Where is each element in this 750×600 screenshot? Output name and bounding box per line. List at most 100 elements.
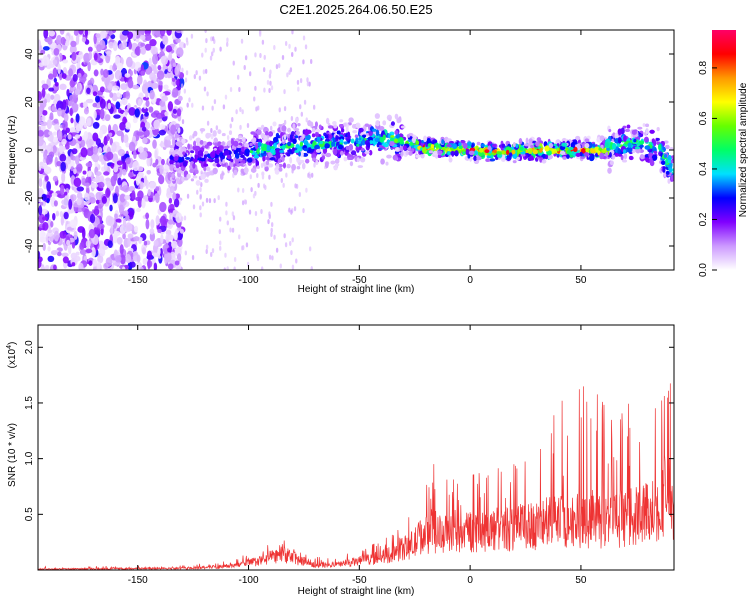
- heatmap-signal-cell: [267, 163, 274, 168]
- heatmap-noise-cell: [271, 255, 274, 261]
- heatmap-noise-cell: [61, 138, 67, 146]
- heatmap-noise-cell: [104, 114, 111, 122]
- heatmap-noise-cell: [119, 193, 126, 203]
- heatmap-noise-cell: [304, 44, 308, 50]
- heatmap-noise-cell: [305, 117, 308, 123]
- heatmap-noise-cell: [47, 229, 53, 234]
- heatmap-noise-cell: [70, 117, 74, 124]
- heatmap-noise-cell: [229, 227, 232, 233]
- heatmap-signal-cell: [193, 130, 198, 137]
- heatmap-signal-cell: [169, 155, 174, 161]
- heatmap-noise-cell: [148, 57, 152, 67]
- heatmap-noise-cell: [64, 40, 70, 47]
- heatmap-noise-cell: [116, 130, 124, 137]
- heatmap-signal-cell: [208, 133, 212, 137]
- heatmap-noise-cell: [171, 240, 178, 249]
- heatmap-signal-cell: [205, 171, 211, 176]
- heatmap-noise-cell: [136, 254, 141, 263]
- heatmap-noise-cell: [278, 63, 281, 69]
- heatmap-noise-cell: [190, 33, 194, 39]
- heatmap-signal-cell: [226, 154, 231, 160]
- heatmap-noise-cell: [111, 85, 120, 91]
- heatmap-signal-cell: [279, 149, 285, 153]
- heatmap-signal-cell: [628, 155, 633, 160]
- heatmap-signal-cell: [411, 136, 416, 144]
- heatmap-noise-cell: [40, 121, 48, 127]
- heatmap-signal-cell: [177, 170, 183, 174]
- heatmap-noise-cell: [43, 145, 52, 150]
- heatmap-noise-cell: [110, 34, 116, 40]
- heatmap-signal-cell: [331, 141, 336, 148]
- heatmap-signal-cell: [201, 162, 205, 169]
- heatmap-signal-cell: [272, 121, 277, 127]
- heatmap-noise-cell: [47, 37, 53, 45]
- heatmap-signal-cell: [535, 141, 540, 147]
- heatmap-noise-cell: [152, 139, 157, 149]
- heatmap-noise-cell: [149, 72, 156, 81]
- heatmap-noise-cell: [38, 250, 41, 260]
- heatmap-signal-cell: [479, 148, 484, 153]
- heatmap-noise-cell: [285, 172, 288, 178]
- heatmap-signal-cell: [611, 154, 616, 160]
- heatmap-noise-cell: [233, 256, 237, 262]
- heatmap-noise-cell: [85, 182, 90, 187]
- heatmap-signal-cell: [437, 150, 443, 156]
- heatmap-signal-cell: [627, 147, 633, 153]
- heatmap-noise-cell: [218, 229, 221, 235]
- bottom-y-tick-label: 0.5: [24, 507, 35, 521]
- heatmap-noise-cell: [144, 43, 152, 51]
- heatmap-signal-cell: [250, 131, 256, 135]
- heatmap-noise-cell: [282, 182, 285, 188]
- heatmap-signal-cell: [374, 137, 380, 143]
- heatmap-signal-cell: [230, 158, 234, 163]
- heatmap-signal-cell: [385, 161, 389, 166]
- heatmap-noise-cell: [217, 195, 220, 201]
- heatmap-noise-cell: [156, 70, 165, 80]
- heatmap-noise-cell: [205, 248, 208, 254]
- heatmap-noise-cell: [85, 98, 94, 104]
- heatmap-noise-cell: [79, 241, 85, 251]
- heatmap-noise-cell: [77, 72, 82, 79]
- heatmap-noise-cell: [174, 260, 180, 266]
- heatmap-signal-cell: [364, 151, 370, 155]
- heatmap-signal-cell: [580, 147, 586, 154]
- heatmap-noise-cell: [167, 247, 172, 253]
- heatmap-noise-cell: [59, 153, 67, 162]
- heatmap-noise-cell: [175, 30, 183, 34]
- heatmap-signal-cell: [653, 150, 658, 154]
- heatmap-signal-cell: [257, 141, 262, 147]
- heatmap-signal-cell: [639, 154, 645, 160]
- heatmap-signal-cell: [187, 143, 191, 150]
- heatmap-noise-cell: [63, 113, 69, 122]
- heatmap-signal-cell: [390, 121, 395, 126]
- heatmap-signal-cell: [617, 148, 621, 155]
- heatmap-noise-cell: [112, 64, 117, 72]
- heatmap-signal-cell: [435, 144, 439, 148]
- colorbar-tick-label: 0.8: [698, 61, 709, 75]
- heatmap-signal-cell: [386, 154, 392, 159]
- heatmap-noise-cell: [85, 240, 91, 248]
- heatmap-signal-cell: [242, 159, 246, 164]
- heatmap-signal-cell: [653, 140, 657, 147]
- heatmap-noise-cell: [124, 194, 131, 201]
- heatmap-noise-cell: [103, 262, 109, 270]
- heatmap-noise-cell: [310, 266, 313, 270]
- heatmap-signal-cell: [173, 156, 179, 161]
- heatmap-noise-cell: [168, 51, 173, 62]
- heatmap-signal-cell: [240, 154, 245, 158]
- heatmap-noise-cell: [38, 91, 42, 102]
- heatmap-noise-cell: [167, 263, 174, 270]
- heatmap-noise-cell: [67, 244, 72, 255]
- heatmap-signal-cell: [357, 165, 364, 168]
- heatmap-signal-cell: [324, 134, 329, 139]
- heatmap-signal-cell: [340, 128, 345, 133]
- heatmap-noise-cell: [149, 39, 157, 47]
- heatmap-noise-cell: [153, 64, 157, 75]
- heatmap-noise-cell: [181, 67, 184, 73]
- heatmap-signal-cell: [212, 130, 217, 137]
- heatmap-signal-cell: [178, 153, 184, 158]
- heatmap-signal-cell: [234, 152, 240, 159]
- heatmap-signal-cell: [655, 137, 660, 141]
- heatmap-noise-cell: [177, 126, 181, 134]
- heatmap-noise-cell: [73, 255, 81, 262]
